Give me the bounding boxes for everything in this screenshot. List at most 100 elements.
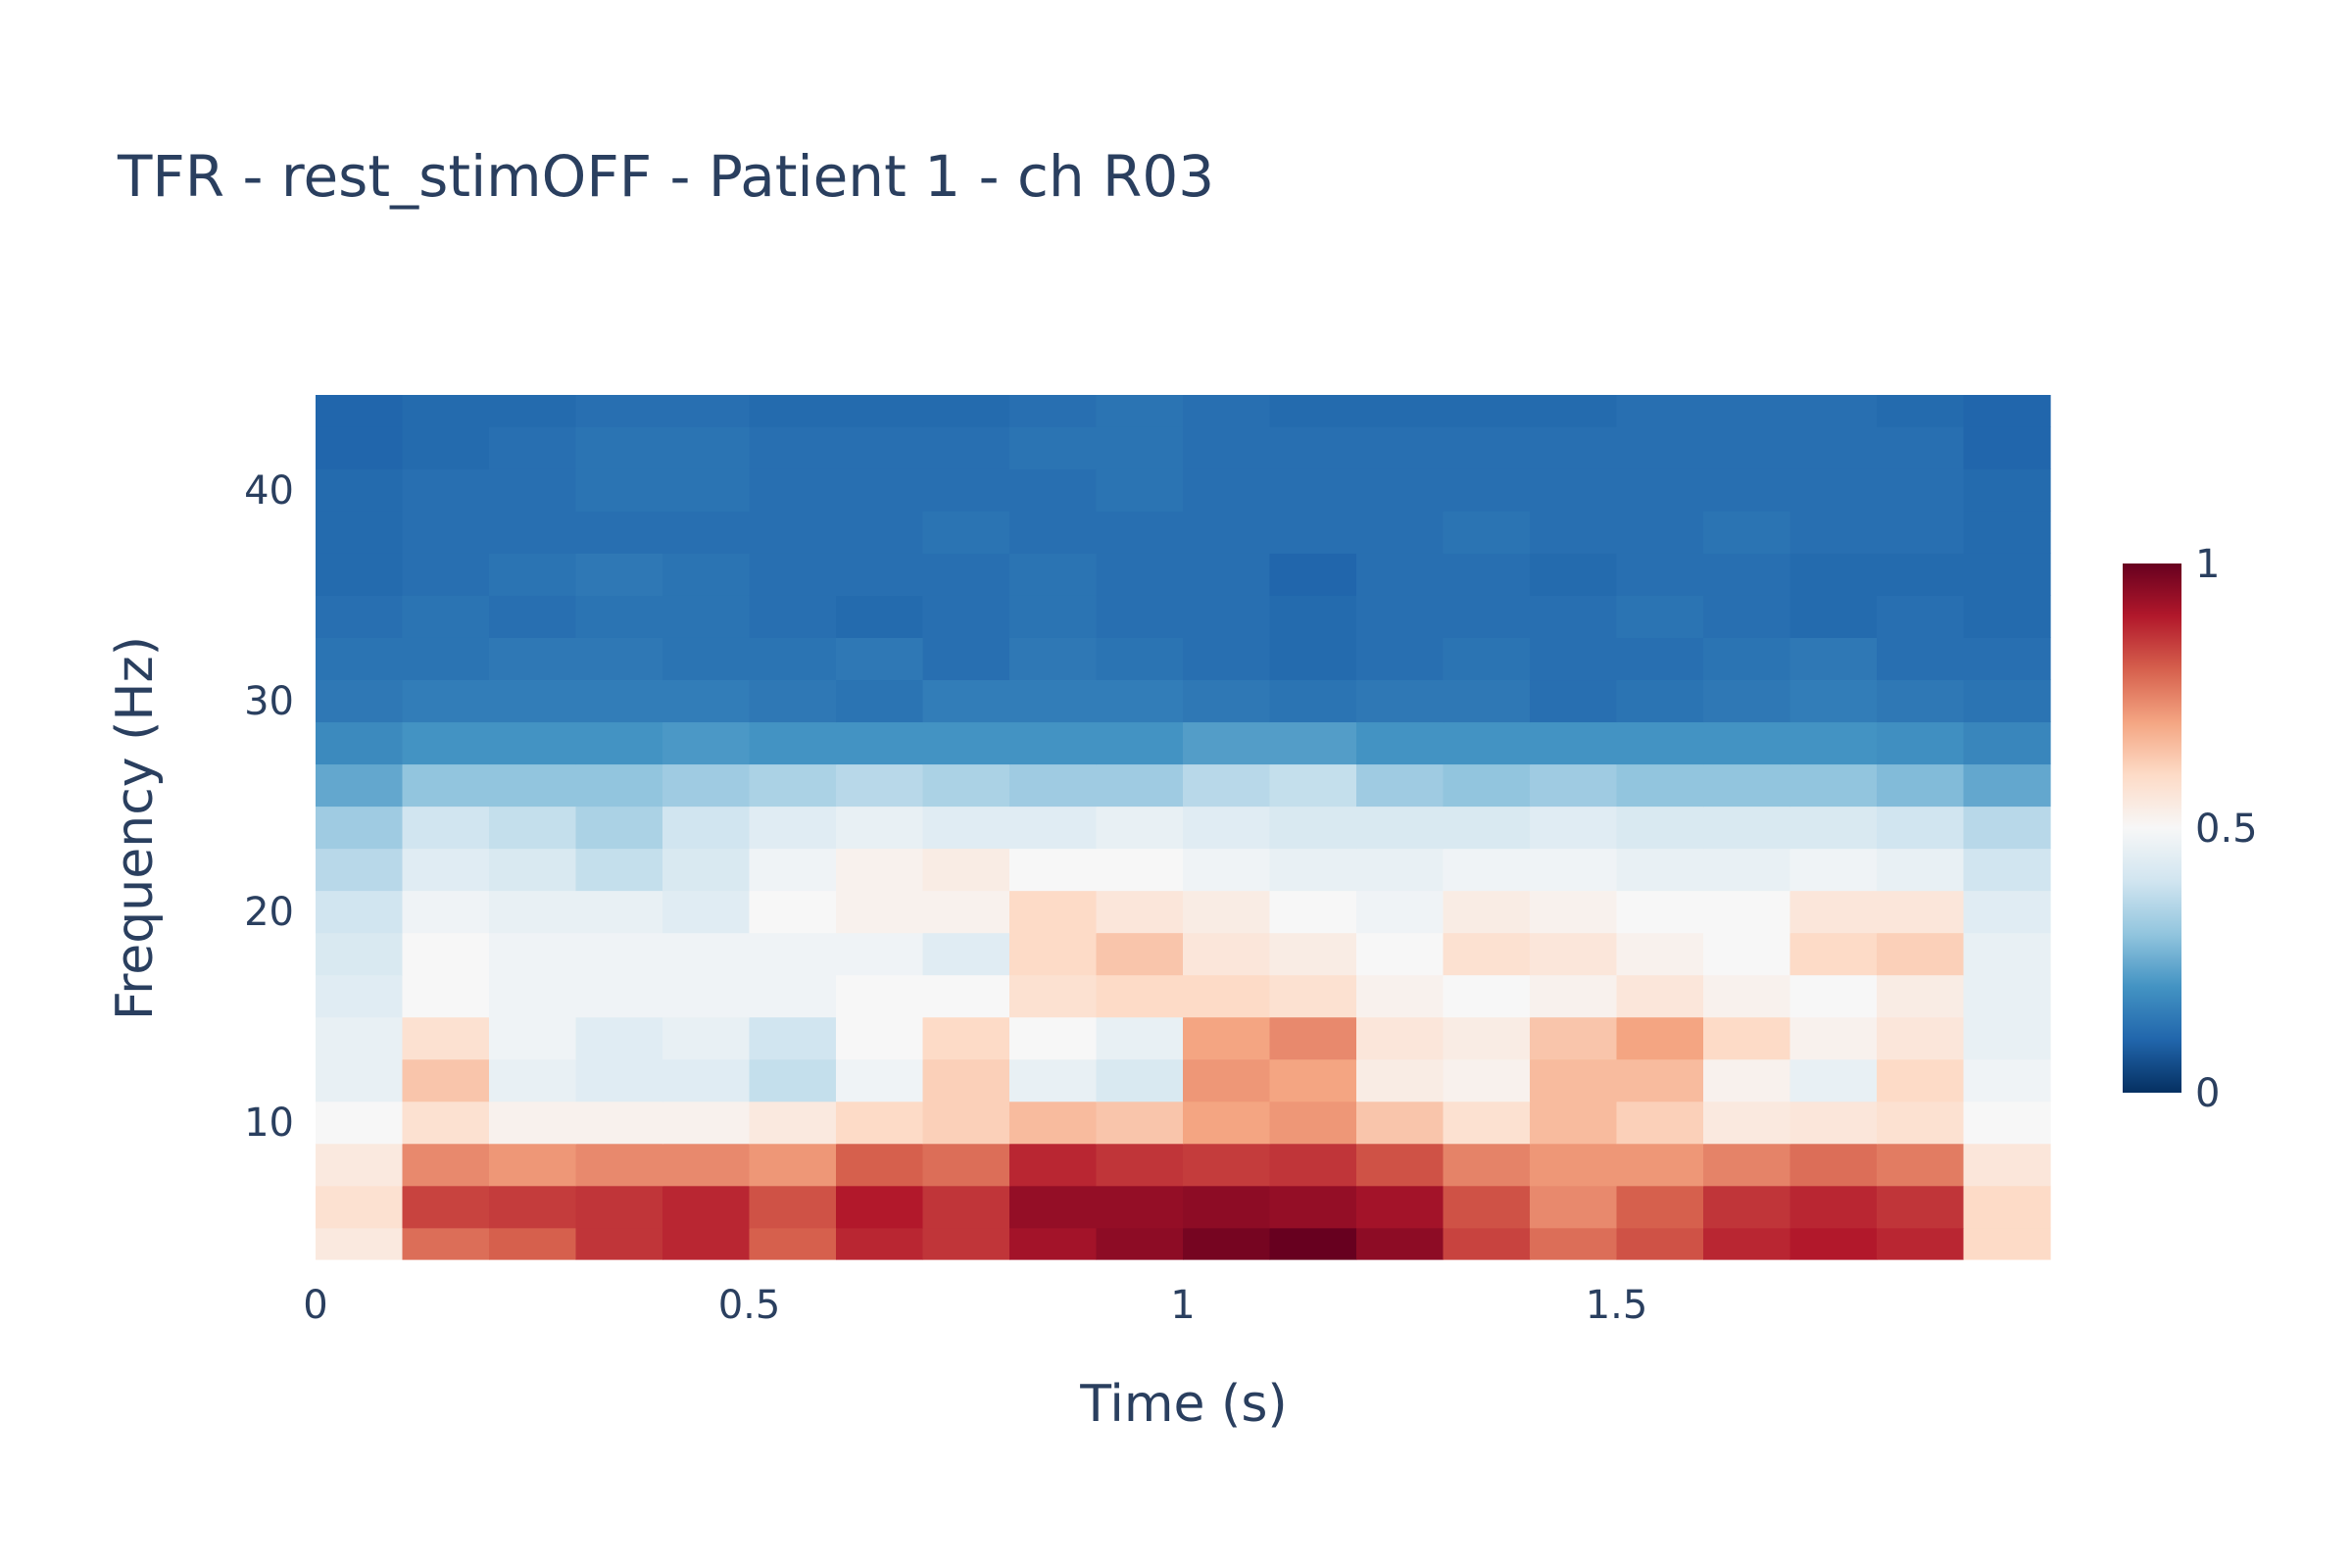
heatmap-cell — [575, 679, 663, 723]
heatmap-cell — [662, 637, 751, 681]
heatmap-cell — [836, 511, 924, 554]
heatmap-cell — [1703, 1227, 1791, 1260]
heatmap-cell — [1096, 932, 1184, 976]
heatmap-cell — [1443, 932, 1531, 976]
heatmap-cell — [1443, 1101, 1531, 1145]
heatmap-cell — [662, 806, 751, 850]
heatmap-cell — [1443, 468, 1531, 512]
heatmap-cell — [1443, 637, 1531, 681]
colorbar-tick-label: 0.5 — [2195, 807, 2258, 852]
heatmap-cell — [1616, 468, 1704, 512]
heatmap-cell — [1356, 932, 1445, 976]
heatmap-cell — [316, 553, 404, 596]
heatmap-cell — [402, 468, 490, 512]
heatmap-cell — [749, 1016, 837, 1060]
heatmap-cell — [1009, 395, 1098, 427]
heatmap-cell — [836, 395, 924, 427]
heatmap-cell — [575, 890, 663, 934]
heatmap-cell — [1789, 595, 1878, 638]
heatmap-cell — [1963, 890, 2051, 934]
heatmap-cell — [1616, 553, 1704, 596]
heatmap-cell — [1530, 890, 1618, 934]
heatmap-cell — [1877, 890, 1965, 934]
heatmap-cell — [1356, 395, 1445, 427]
heatmap-cell — [1616, 1227, 1704, 1260]
heatmap-cell — [1616, 848, 1704, 892]
heatmap-cell — [922, 932, 1010, 976]
heatmap-cell — [1269, 679, 1357, 723]
x-tick-label: 0 — [303, 1283, 327, 1328]
heatmap-cell — [1443, 1185, 1531, 1229]
heatmap-cell — [922, 637, 1010, 681]
heatmap-cell — [1616, 1143, 1704, 1187]
heatmap-cell — [1183, 932, 1271, 976]
heatmap-cell — [1703, 426, 1791, 469]
chart-title: TFR - rest_stimOFF - Patient 1 - ch R03 — [117, 143, 1214, 210]
heatmap-cell — [1789, 890, 1878, 934]
heatmap-cell — [402, 1143, 490, 1187]
heatmap-cell — [1703, 595, 1791, 638]
heatmap-cell — [1443, 890, 1531, 934]
heatmap-cell — [749, 763, 837, 808]
heatmap-cell — [489, 1016, 577, 1060]
heatmap-cell — [836, 763, 924, 808]
heatmap-cell — [1877, 395, 1965, 427]
heatmap-cell — [316, 890, 404, 934]
heatmap-cell — [1789, 1101, 1878, 1145]
heatmap-cell — [836, 1016, 924, 1060]
heatmap-cell — [489, 848, 577, 892]
heatmap-cell — [1183, 553, 1271, 596]
heatmap-cell — [575, 1058, 663, 1102]
y-axis-ticks: 10 20 30 40 — [244, 468, 294, 1146]
heatmap-cell — [1443, 426, 1531, 469]
heatmap-cell — [1356, 1016, 1445, 1060]
heatmap-cell — [1356, 426, 1445, 469]
heatmap-cell — [749, 1227, 837, 1260]
heatmap-cell — [1096, 974, 1184, 1018]
heatmap-cell — [749, 890, 837, 934]
heatmap-cell — [662, 974, 751, 1018]
heatmap-cell — [662, 1016, 751, 1060]
heatmap-cell — [1877, 595, 1965, 638]
heatmap-cell — [402, 426, 490, 469]
heatmap-cell — [1096, 806, 1184, 850]
heatmap-cell — [489, 426, 577, 469]
heatmap-cell — [402, 395, 490, 427]
heatmap-cell — [1183, 806, 1271, 850]
heatmap-cell — [1703, 848, 1791, 892]
heatmap-cell — [1963, 806, 2051, 850]
heatmap-cell — [1616, 932, 1704, 976]
heatmap-cell — [922, 806, 1010, 850]
heatmap-cell — [922, 1058, 1010, 1102]
heatmap-cell — [1703, 553, 1791, 596]
heatmap-cell — [1269, 806, 1357, 850]
heatmap-cell — [922, 1143, 1010, 1187]
heatmap-cell — [1963, 1016, 2051, 1060]
heatmap-cell — [1963, 637, 2051, 681]
heatmap-cell — [836, 890, 924, 934]
heatmap-cell — [1356, 679, 1445, 723]
heatmap-cell — [1877, 806, 1965, 850]
heatmap-cell — [316, 1058, 404, 1102]
heatmap-cell — [1356, 1143, 1445, 1187]
heatmap-cell — [575, 395, 663, 427]
heatmap-cell — [316, 395, 404, 427]
heatmap-cell — [749, 806, 837, 850]
colorbar-ticks: 00.51 — [2195, 542, 2258, 1116]
heatmap-cell — [1963, 721, 2051, 765]
heatmap-cell — [1530, 595, 1618, 638]
heatmap-cell — [1009, 679, 1098, 723]
heatmap-cell — [489, 637, 577, 681]
heatmap-cell — [1703, 932, 1791, 976]
heatmap-cell — [1269, 511, 1357, 554]
heatmap-cell — [1443, 1016, 1531, 1060]
heatmap-cell — [749, 553, 837, 596]
heatmap-cell — [1877, 1016, 1965, 1060]
heatmap-cell — [489, 1101, 577, 1145]
heatmap-cell — [1789, 806, 1878, 850]
heatmap-cell — [316, 1143, 404, 1187]
heatmap-cell — [1183, 426, 1271, 469]
heatmap-cell — [1269, 595, 1357, 638]
heatmap-cell — [836, 1058, 924, 1102]
heatmap-cell — [1530, 848, 1618, 892]
